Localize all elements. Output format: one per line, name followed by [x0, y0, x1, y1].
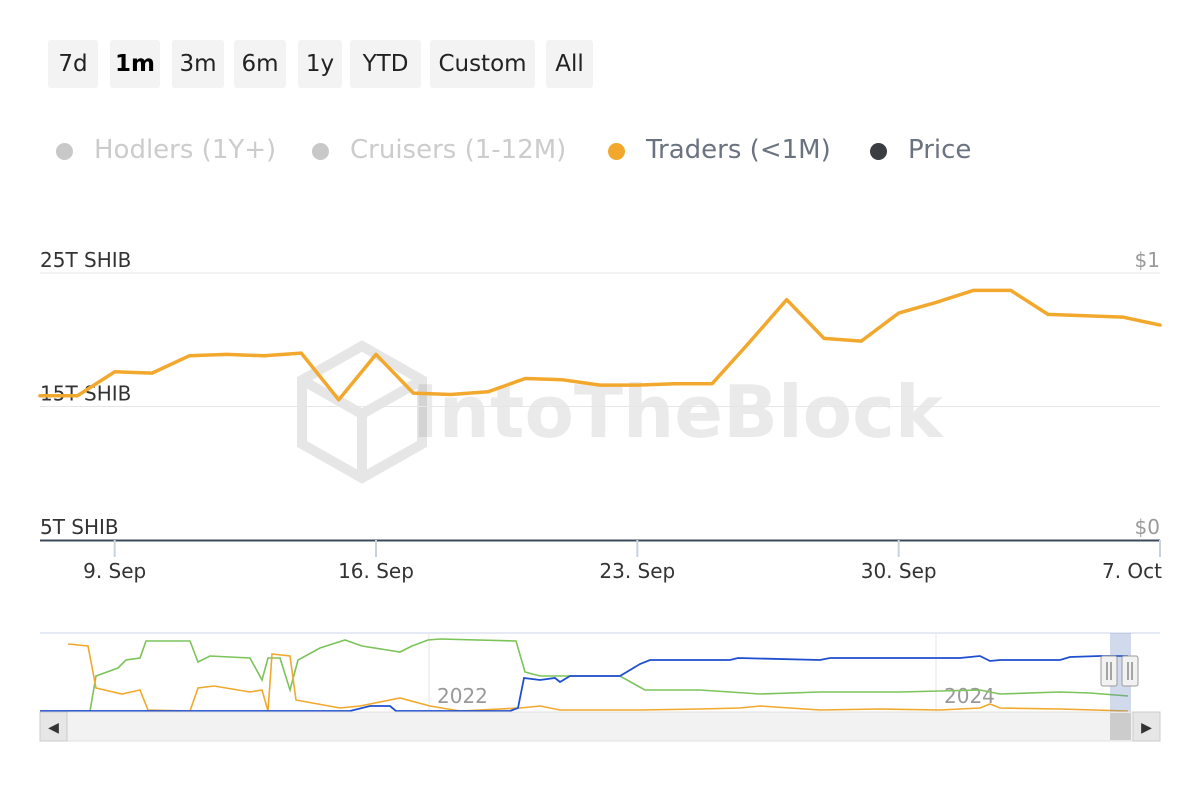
series-layer — [38, 288, 1162, 402]
scrollbar-thumb[interactable] — [1110, 713, 1131, 740]
range-button-custom[interactable]: Custom — [430, 40, 535, 88]
grid-lines — [40, 272, 1160, 407]
range-button-7d[interactable]: 7d — [48, 40, 98, 88]
watermark-logo-icon — [297, 340, 427, 484]
traders-series-line — [38, 288, 1162, 402]
legend-dot-icon — [56, 143, 73, 160]
arrow-left-icon: ◀ — [48, 720, 59, 736]
navigator-handle[interactable] — [1121, 655, 1139, 687]
scroll-right-button[interactable] — [1132, 711, 1161, 742]
legend-label: Hodlers (1Y+) — [94, 135, 277, 165]
navigator-selection[interactable] — [1110, 633, 1131, 712]
x-tick-label: 16. Sep — [338, 559, 414, 583]
y-right-tick-label: $0 — [1135, 515, 1160, 539]
legend-label: Price — [908, 135, 972, 165]
scroll-left-button[interactable] — [39, 711, 68, 742]
y-right-tick-label: $1 — [1135, 248, 1160, 272]
arrow-right-icon: ▶ — [1141, 720, 1152, 736]
navigator-year-label: 2022 — [437, 684, 488, 708]
range-button-1y[interactable]: 1y — [298, 40, 342, 88]
legend-dot-icon — [312, 143, 329, 160]
range-button-all[interactable]: All — [546, 40, 593, 88]
range-button-ytd[interactable]: YTD — [350, 40, 421, 88]
navigator-hodlers-line — [40, 655, 1128, 712]
navigator-cruisers-line — [68, 638, 1129, 712]
range-button-1m[interactable]: 1m — [110, 40, 160, 88]
navigator[interactable]: 2022 2024 ◀ ▶ — [39, 632, 1161, 742]
y-left-tick-label: 25T SHIB — [40, 248, 131, 272]
y-left-tick-label: 5T SHIB — [40, 515, 119, 539]
navigator-handle[interactable] — [1100, 655, 1118, 687]
range-button-3m[interactable]: 3m — [172, 40, 224, 88]
legend-dot-icon — [608, 143, 625, 160]
range-button-6m[interactable]: 6m — [234, 40, 286, 88]
x-tick-label: 30. Sep — [861, 559, 937, 583]
legend-label: Traders (<1M) — [646, 135, 831, 165]
x-tick-label: 9. Sep — [83, 559, 146, 583]
x-tick-label: 23. Sep — [599, 559, 675, 583]
x-tick-label: 7. Oct — [1102, 559, 1162, 583]
legend-label: Cruisers (1-12M) — [350, 135, 567, 165]
navigator-year-label: 2024 — [944, 684, 995, 708]
y-left-tick-label: 15T SHIB — [40, 382, 131, 406]
scrollbar-track[interactable] — [39, 711, 1161, 742]
axes: 5T SHIB 15T SHIB 25T SHIB $0 $1 9. Sep 16. Sep… — [40, 248, 1162, 583]
legend-dot-icon — [870, 143, 887, 160]
